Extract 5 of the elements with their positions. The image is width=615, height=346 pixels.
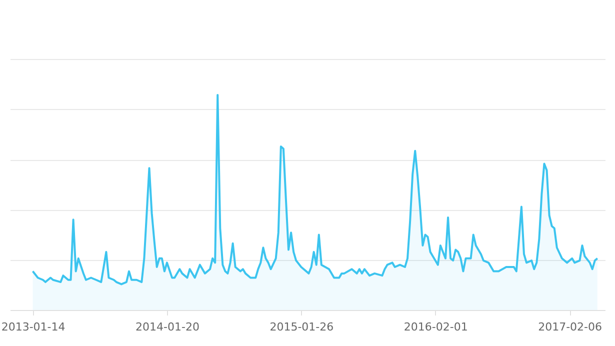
x-tick-label: 2017-02-06 <box>538 320 602 334</box>
x-tick-label: 2014-01-20 <box>136 320 200 334</box>
x-tick-label: 2016-02-01 <box>404 320 468 334</box>
x-tick-label: 2015-01-26 <box>270 320 334 334</box>
x-tick-label: 2013-01-14 <box>1 320 66 334</box>
